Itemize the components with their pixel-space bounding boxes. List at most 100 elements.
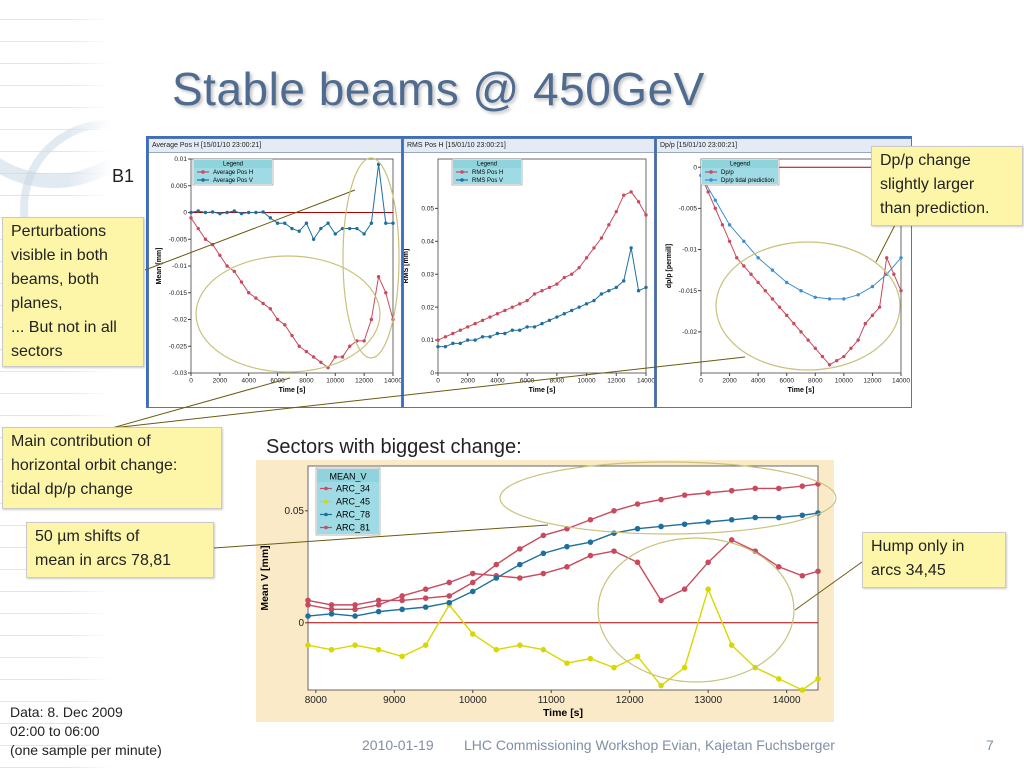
data-point xyxy=(328,646,335,653)
data-point xyxy=(756,256,760,260)
data-point xyxy=(577,305,581,309)
data-point xyxy=(283,221,287,225)
data-point xyxy=(634,653,641,660)
data-point xyxy=(375,608,382,615)
x-tick-label: 2000 xyxy=(460,378,475,385)
data-point xyxy=(570,308,574,313)
x-tick-label: 2000 xyxy=(722,378,737,385)
data-point xyxy=(592,246,596,250)
y-tick-label: 0.02 xyxy=(421,304,434,311)
data-point xyxy=(644,285,648,290)
callout-line: tidal dp/p change xyxy=(11,481,133,498)
data-point xyxy=(352,606,358,613)
data-point xyxy=(517,561,523,568)
data-point xyxy=(311,237,316,241)
callout-line: mean in arcs 78,81 xyxy=(35,552,172,569)
data-point xyxy=(827,297,832,301)
data-point xyxy=(469,570,476,577)
data-point xyxy=(770,297,775,301)
rms-pos-panel: RMS Pos H [15/01/10 23:00:21] 0 2000 4000 6… xyxy=(403,138,655,408)
mean-v-chart: 8000 9000 10000 11000 12000 13000 14000 0.05 0 Ti… xyxy=(259,465,821,719)
data-point xyxy=(775,564,782,570)
data-point xyxy=(877,305,882,309)
legend-row xyxy=(453,176,521,184)
data-point xyxy=(218,211,222,216)
y-tick-label: -0.03 xyxy=(172,370,187,377)
data-point xyxy=(899,256,903,260)
data-point xyxy=(232,209,236,213)
x-tick-label: 14000 xyxy=(892,378,910,385)
data-point xyxy=(525,325,529,329)
data-point xyxy=(835,358,839,363)
data-point xyxy=(587,655,594,662)
data-point xyxy=(799,288,803,293)
data-point xyxy=(540,646,547,653)
data-point xyxy=(863,321,867,326)
callout-line: visible in both xyxy=(11,247,108,264)
data-point xyxy=(607,223,611,227)
data-point xyxy=(547,285,552,290)
callout-line: Dp/p change xyxy=(880,152,971,169)
panel-title: RMS Pos H [15/01/10 23:00:21] xyxy=(404,139,654,153)
data-point xyxy=(799,572,806,579)
data-point xyxy=(614,209,618,214)
data-note-line: Data: 8. Dec 2009 xyxy=(10,704,123,720)
data-point xyxy=(705,586,711,592)
data-point xyxy=(493,646,500,653)
y-tick-label: 0.005 xyxy=(171,183,188,190)
panel-title: Average Pos H [15/01/10 23:00:21] xyxy=(149,139,401,153)
data-point xyxy=(785,313,789,318)
x-tick-label: 0 xyxy=(436,378,440,385)
x-tick-label: 0 xyxy=(699,378,703,385)
data-point xyxy=(375,597,382,604)
data-point xyxy=(348,344,352,348)
beam-label: B1 xyxy=(112,166,135,186)
data-point xyxy=(792,321,796,326)
data-point xyxy=(892,272,896,276)
data-point xyxy=(495,312,500,316)
data-point xyxy=(189,210,193,215)
x-tick-label: 14000 xyxy=(384,378,401,385)
callout-line: beams, both xyxy=(11,271,100,288)
data-point xyxy=(247,291,251,295)
x-tick-label: 12000 xyxy=(607,378,625,385)
legend-entry: Dp/p xyxy=(721,170,734,176)
data-point xyxy=(584,256,589,260)
y-axis-label: RMS [mm] xyxy=(404,249,410,284)
x-tick-label: 6000 xyxy=(520,378,535,385)
data-point xyxy=(775,514,782,521)
data-point xyxy=(399,653,405,660)
data-point xyxy=(247,210,251,215)
data-point xyxy=(275,221,280,225)
data-point xyxy=(517,546,523,552)
legend-title: Legend xyxy=(223,162,243,168)
data-point xyxy=(856,293,860,297)
callout-line: Hump only in xyxy=(871,538,965,555)
data-point xyxy=(297,344,301,348)
data-point xyxy=(376,275,381,279)
callout-line: slightly larger xyxy=(880,176,975,193)
data-point xyxy=(399,593,405,599)
footer-date: 2010-01-19 xyxy=(362,737,434,753)
data-point xyxy=(333,355,337,359)
y-tick-label: -0.02 xyxy=(682,329,697,336)
data-point xyxy=(443,335,448,339)
data-point xyxy=(720,223,725,227)
data-point xyxy=(254,210,258,215)
y-tick-label: 0 xyxy=(183,210,187,217)
data-point xyxy=(799,483,806,489)
data-point xyxy=(422,642,429,648)
x-tick-label: 12000 xyxy=(616,695,644,706)
data-point xyxy=(806,338,810,342)
data-point xyxy=(763,288,767,293)
data-point xyxy=(564,525,570,532)
data-point xyxy=(681,664,688,671)
x-tick-label: 8000 xyxy=(305,695,328,706)
data-point xyxy=(493,561,500,568)
data-point xyxy=(268,307,273,311)
legend-entry: Average Pos V xyxy=(213,178,253,184)
data-point xyxy=(446,579,453,586)
shifts-callout: 50 µm shifts of mean in arcs 78,81 xyxy=(26,522,214,578)
data-point xyxy=(326,365,330,370)
data-point xyxy=(362,232,366,236)
